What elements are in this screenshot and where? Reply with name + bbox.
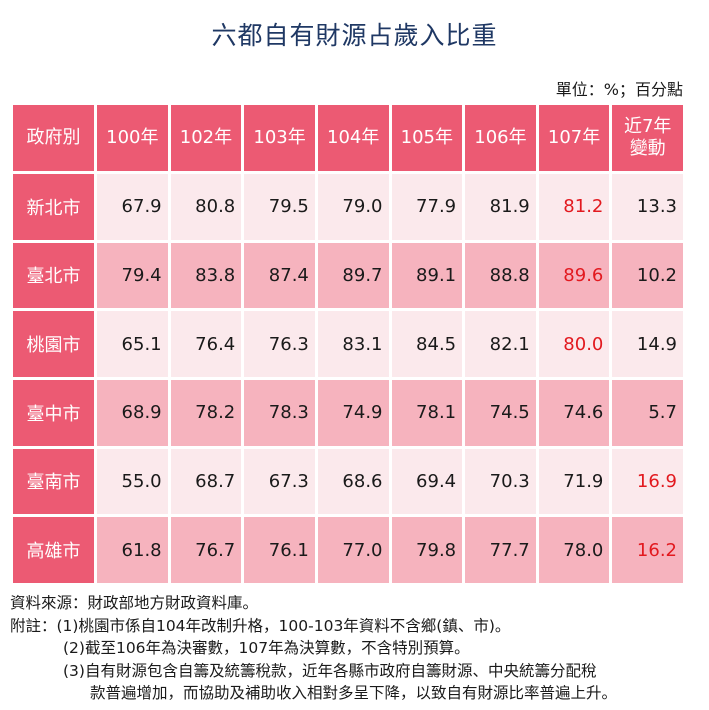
table-cell: 76.7: [167, 514, 245, 586]
table-cell: 80.8: [167, 171, 245, 243]
table-row: 高雄市 61.8 76.7 76.1 77.0 79.8 77.7 78.0 16.2: [10, 514, 686, 586]
table-cell: 16.2: [609, 514, 686, 586]
table-cell: 77.7: [462, 514, 539, 586]
table-cell: 79.5: [241, 171, 318, 243]
table-cell: 74.6: [535, 376, 613, 449]
table-cell: 69.4: [388, 445, 466, 518]
row-label: 桃園市: [10, 308, 97, 380]
table-cell: 79.8: [388, 514, 466, 586]
table-cell: 77.0: [314, 514, 392, 586]
table-row: 臺中市 68.9 78.2 78.3 74.9 78.1 74.5 74.6 5.7: [10, 376, 686, 449]
table-cell: 16.9: [609, 445, 686, 518]
row-label: 臺中市: [10, 376, 97, 449]
row-label: 高雄市: [10, 514, 97, 586]
table-cell: 13.3: [609, 171, 686, 243]
table-cell: 79.0: [314, 171, 392, 243]
row-label: 新北市: [10, 171, 97, 243]
table-header-row: 政府別 100年 102年 103年 104年 105年 106年 107年 近7年 變動: [10, 102, 686, 174]
row-label: 臺北市: [10, 239, 97, 312]
table-cell: 68.6: [314, 445, 392, 518]
header-col-1: 100年: [94, 102, 171, 174]
table-cell: 76.1: [241, 514, 318, 586]
header-col-8: 近7年 變動: [609, 102, 686, 174]
table-cell: 65.1: [94, 308, 171, 380]
header-col-5: 105年: [388, 102, 466, 174]
note-3: (3)自有財源包含自籌及統籌稅款，近年各縣市政府自籌財源、中央統籌分配稅: [63, 661, 597, 680]
table-cell: 78.2: [167, 376, 245, 449]
table-cell: 80.0: [535, 308, 613, 380]
table-cell: 61.8: [94, 514, 171, 586]
table-cell: 71.9: [535, 445, 613, 518]
table-cell: 89.1: [388, 239, 466, 312]
table-cell: 89.7: [314, 239, 392, 312]
table-cell: 78.1: [388, 376, 466, 449]
header-government: 政府別: [10, 102, 97, 174]
table-cell: 74.5: [462, 376, 539, 449]
table-cell: 76.3: [241, 308, 318, 380]
header-col-2: 102年: [167, 102, 245, 174]
header-col-7: 107年: [535, 102, 613, 174]
row-label: 臺南市: [10, 445, 97, 518]
header-col-6: 106年: [462, 102, 539, 174]
table-cell: 76.4: [167, 308, 245, 380]
header-col-4: 104年: [314, 102, 392, 174]
table-cell: 79.4: [94, 239, 171, 312]
table-cell: 88.8: [462, 239, 539, 312]
table-cell: 67.9: [94, 171, 171, 243]
table-body: 新北市 67.9 80.8 79.5 79.0 77.9 81.9 81.2 13.3 臺北市 79…: [10, 171, 686, 586]
header-col-3: 103年: [241, 102, 318, 174]
data-table: 政府別 100年 102年 103年 104年 105年 106年 107年 近7年 變動 新北市…: [10, 102, 686, 586]
table-cell: 87.4: [241, 239, 318, 312]
table-cell: 83.8: [167, 239, 245, 312]
table-cell: 67.3: [241, 445, 318, 518]
table-cell: 68.7: [167, 445, 245, 518]
table-cell: 74.9: [314, 376, 392, 449]
table-cell: 81.9: [462, 171, 539, 243]
notes: 資料來源：財政部地方財政資料庫。 附註：(1)桃園市係自104年改制升格，100…: [10, 592, 705, 705]
table-cell: 81.2: [535, 171, 613, 243]
table-cell: 55.0: [94, 445, 171, 518]
table-row: 桃園市 65.1 76.4 76.3 83.1 84.5 82.1 80.0 14.9: [10, 308, 686, 380]
table-cell: 84.5: [388, 308, 466, 380]
note-1: 附註：(1)桃園市係自104年改制升格，100-103年資料不含鄉(鎮、市)。: [10, 616, 511, 635]
table-cell: 68.9: [94, 376, 171, 449]
table-cell: 83.1: [314, 308, 392, 380]
unit-label: 單位：%；百分點: [555, 80, 683, 99]
note-3-continued: 款普遍增加，而協助及補助收入相對多呈下降，以致自有財源比率普遍上升。: [90, 684, 618, 702]
table-row: 臺南市 55.0 68.7 67.3 68.6 69.4 70.3 71.9 16.9: [10, 445, 686, 518]
table-cell: 82.1: [462, 308, 539, 380]
note-2: (2)截至106年為決審數，107年為決算數，不含特別預算。: [63, 639, 470, 657]
table-cell: 77.9: [388, 171, 466, 243]
page-title: 六都自有財源占歲入比重: [211, 21, 498, 50]
table-cell: 78.0: [535, 514, 613, 586]
table-cell: 5.7: [609, 376, 686, 449]
table-cell: 78.3: [241, 376, 318, 449]
table-cell: 14.9: [609, 308, 686, 380]
table-cell: 89.6: [535, 239, 613, 312]
table-row: 臺北市 79.4 83.8 87.4 89.7 89.1 88.8 89.6 10.2: [10, 239, 686, 312]
table-row: 新北市 67.9 80.8 79.5 79.0 77.9 81.9 81.2 13.3: [10, 171, 686, 243]
table-cell: 70.3: [462, 445, 539, 518]
table-cell: 10.2: [609, 239, 686, 312]
source-note: 資料來源：財政部地方財政資料庫。: [10, 594, 259, 612]
